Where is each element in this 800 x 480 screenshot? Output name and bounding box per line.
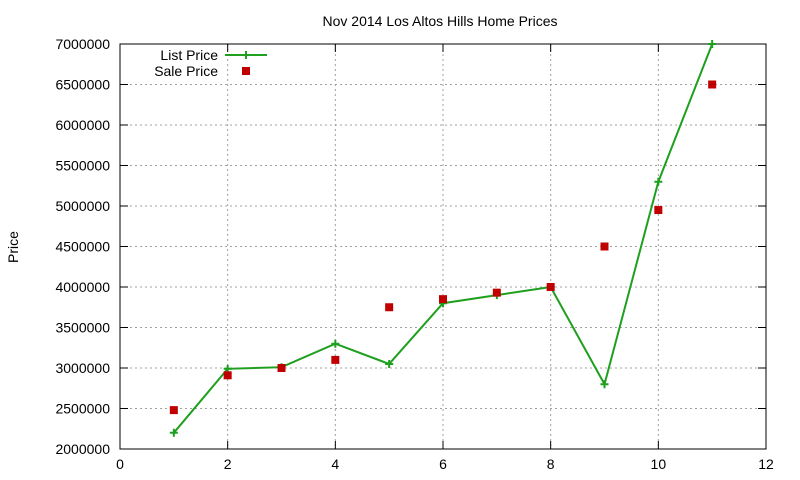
legend-square-swatch: [242, 67, 250, 75]
legend-cross-swatch: [242, 51, 250, 59]
chart-title: Nov 2014 Los Altos Hills Home Prices: [323, 13, 558, 29]
data-point: [546, 283, 555, 291]
x-tick-label: 6: [439, 456, 447, 472]
data-point: [385, 303, 394, 312]
x-tick-label: 0: [116, 456, 124, 472]
data-point: [492, 288, 501, 297]
y-tick-label: 5000000: [55, 198, 110, 214]
data-point: [385, 359, 394, 368]
x-tick-label: 2: [224, 456, 232, 472]
x-tick-label: 10: [651, 456, 667, 472]
x-tick-label: 12: [758, 456, 774, 472]
data-point: [439, 295, 447, 304]
series-layer: [169, 40, 717, 437]
y-tick-label: 4000000: [55, 279, 110, 295]
data-point: [654, 206, 663, 215]
grid-lines: [120, 44, 766, 449]
y-tick-label: 7000000: [55, 36, 110, 52]
y-tick-label: 5500000: [55, 158, 110, 174]
y-axis-label: Price: [5, 231, 21, 263]
data-point: [600, 242, 609, 251]
data-point: [708, 40, 717, 48]
x-tick-label: 8: [547, 456, 555, 472]
axis-ticks: 0 2 4 6 8 10 12 2000000 2500000 3000000 3500000 400…: [55, 36, 774, 472]
data-point: [277, 364, 286, 372]
data-point: [169, 428, 178, 437]
data-point: [169, 406, 178, 415]
y-tick-label: 6500000: [55, 77, 110, 93]
data-point: [331, 355, 340, 364]
y-tick-label: 3000000: [55, 360, 110, 376]
y-tick-label: 2000000: [55, 441, 110, 457]
data-point: [708, 80, 717, 89]
y-tick-label: 2500000: [55, 401, 110, 417]
y-tick-label: 3500000: [55, 320, 110, 336]
x-tick-label: 4: [331, 456, 339, 472]
legend-label: Sale Price: [154, 63, 218, 79]
legend-label: List Price: [160, 47, 218, 63]
data-point: [600, 380, 609, 389]
series-sale-price: [169, 80, 717, 415]
data-point: [223, 371, 232, 380]
y-tick-label: 4500000: [55, 239, 110, 255]
data-point: [654, 177, 663, 186]
y-tick-label: 6000000: [55, 117, 110, 133]
data-point: [331, 339, 340, 348]
